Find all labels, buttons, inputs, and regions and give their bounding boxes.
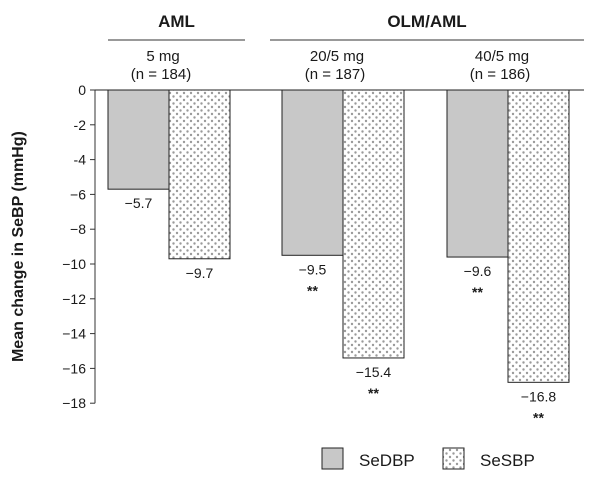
- bars: −5.7 −9.5 ** −9.6 ** −9.7 −15.4 ** −16.8 **: [95, 89, 584, 425]
- legend-label: SeSBP: [480, 451, 535, 470]
- category-n-label: (n = 186): [470, 66, 530, 83]
- data-label: −9.5: [299, 261, 327, 277]
- significance-marker: **: [307, 282, 318, 298]
- bar-sesbp: [507, 89, 570, 383]
- y-tick-label: −6: [70, 186, 86, 202]
- group-title: OLM/AML: [387, 12, 466, 31]
- y-tick-label: −18: [62, 395, 86, 411]
- significance-marker: **: [533, 409, 544, 425]
- significance-marker: **: [368, 385, 379, 401]
- y-tick-label: −10: [62, 256, 86, 272]
- y-tick-label: -2: [74, 117, 87, 133]
- bar-sesbp: [342, 89, 405, 359]
- category-dose-label: 40/5 mg: [475, 48, 529, 65]
- category-n-label: (n = 187): [305, 66, 365, 83]
- bar-sedbp: [446, 89, 509, 258]
- data-label: −5.7: [125, 195, 153, 211]
- bar-sesbp: [168, 89, 231, 260]
- y-tick-label: −14: [62, 326, 86, 342]
- data-label: −9.7: [186, 265, 214, 281]
- group-title: AML: [158, 12, 195, 31]
- y-axis: 0 -2 -4 −6 −8 −10 −12 −14 −16 −18 Mean change in S…: [10, 82, 96, 411]
- category-dose-label: 20/5 mg: [310, 48, 364, 65]
- y-tick-label: -4: [74, 152, 87, 168]
- bar-sedbp: [281, 89, 344, 256]
- group-headers: AML OLM/AML 5 mg(n = 184) 20/5 mg(n = 187) 4…: [108, 12, 584, 83]
- legend-label: SeDBP: [359, 451, 415, 470]
- y-tick-label: 0: [78, 82, 86, 98]
- bar-sedbp: [107, 89, 170, 190]
- y-tick-label: −8: [70, 221, 86, 237]
- data-label: −16.8: [521, 388, 557, 404]
- legend-swatch-sesbp: [442, 447, 465, 470]
- y-tick-label: −16: [62, 360, 86, 376]
- significance-marker: **: [472, 284, 483, 300]
- data-label: −15.4: [356, 364, 392, 380]
- category-dose-label: 5 mg: [146, 48, 179, 65]
- legend-swatch-sedbp: [321, 447, 344, 470]
- legend: SeDBP SeSBP: [321, 447, 535, 470]
- y-axis-title: Mean change in SeBP (mmHg): [10, 131, 27, 362]
- data-label: −9.6: [464, 263, 492, 279]
- category-n-label: (n = 184): [131, 66, 191, 83]
- y-tick-label: −12: [62, 291, 86, 307]
